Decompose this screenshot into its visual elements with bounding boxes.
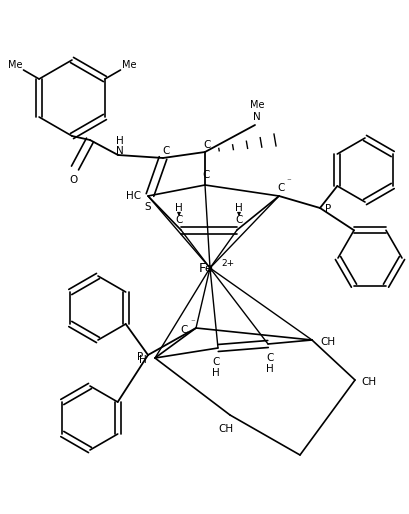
- Text: C: C: [175, 215, 183, 225]
- Text: Me: Me: [122, 60, 137, 70]
- Text: H: H: [212, 368, 220, 378]
- Text: Fe: Fe: [198, 262, 213, 274]
- Text: CH: CH: [362, 377, 377, 387]
- Text: C: C: [180, 325, 188, 335]
- Text: CH: CH: [218, 424, 234, 434]
- Text: ⁻: ⁻: [287, 177, 291, 187]
- Text: C: C: [202, 170, 210, 180]
- Text: C: C: [212, 357, 220, 367]
- Text: 2+: 2+: [221, 259, 235, 267]
- Text: C: C: [266, 353, 274, 363]
- Text: C: C: [277, 183, 285, 193]
- Text: Me: Me: [250, 100, 264, 110]
- Text: Me: Me: [8, 60, 22, 70]
- Text: H: H: [116, 136, 124, 146]
- Text: H: H: [175, 203, 183, 213]
- Text: HC: HC: [126, 191, 142, 201]
- Text: N: N: [116, 146, 124, 156]
- Text: P: P: [325, 204, 331, 214]
- Text: H: H: [266, 364, 274, 374]
- Text: C: C: [235, 215, 243, 225]
- Text: O: O: [69, 175, 77, 185]
- Text: H: H: [235, 203, 243, 213]
- Text: P: P: [137, 352, 143, 362]
- Text: C: C: [203, 140, 211, 150]
- Text: S: S: [145, 202, 151, 212]
- Text: CH: CH: [320, 337, 335, 347]
- Text: N: N: [253, 112, 261, 122]
- Text: C: C: [162, 146, 170, 156]
- Text: ⁻: ⁻: [191, 319, 196, 327]
- Text: H: H: [139, 355, 147, 365]
